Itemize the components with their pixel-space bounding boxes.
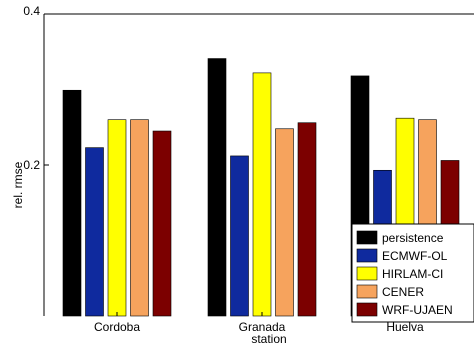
legend-label-persistence: persistence [382, 231, 444, 245]
y-tick-label: 0.2 [23, 158, 40, 172]
bar-granada-ecmwf-ol [230, 155, 249, 317]
legend-swatch-hirlam-ci [356, 266, 378, 281]
y-ticks-group: 0.2 0.4 [23, 4, 49, 172]
y-tick-label: 0.4 [23, 4, 40, 18]
legend-swatch-persistence [356, 230, 378, 245]
bar-cordoba-cener [130, 119, 149, 317]
legend-swatch-wrf-ujaen [356, 302, 378, 317]
x-ticks-group: Cordoba Granada Huelva [94, 312, 424, 334]
bars-group [62, 58, 460, 317]
legend-label-wrf-ujaen: WRF-UJAEN [382, 303, 453, 317]
legend-label-cener: CENER [382, 285, 424, 299]
y-axis-label: rel. rmse [11, 161, 25, 208]
bar-cordoba-ecmwf-ol [85, 147, 104, 317]
x-tick-label: Granada [239, 320, 286, 334]
bar-cordoba-hirlam-ci [107, 119, 127, 317]
bar-cordoba-wrf-ujaen [152, 130, 172, 317]
bar-granada-persistence [207, 58, 227, 317]
legend-swatch-cener [356, 284, 378, 299]
bar-cordoba-persistence [62, 89, 82, 317]
legend-swatch-ecmwf-ol [356, 248, 378, 263]
x-axis-label: station [251, 332, 286, 346]
bar-granada-wrf-ujaen [297, 122, 317, 317]
legend-label-hirlam-ci: HIRLAM-CI [382, 267, 443, 281]
legend: persistence ECMWF-OL HIRLAM-CI CENER WRF-UJA… [351, 223, 474, 323]
bar-granada-cener [275, 128, 294, 317]
x-tick-label: Cordoba [94, 320, 140, 334]
x-tick-label: Huelva [386, 320, 424, 334]
bar-granada-hirlam-ci [252, 72, 272, 317]
legend-label-ecmwf-ol: ECMWF-OL [382, 249, 448, 263]
